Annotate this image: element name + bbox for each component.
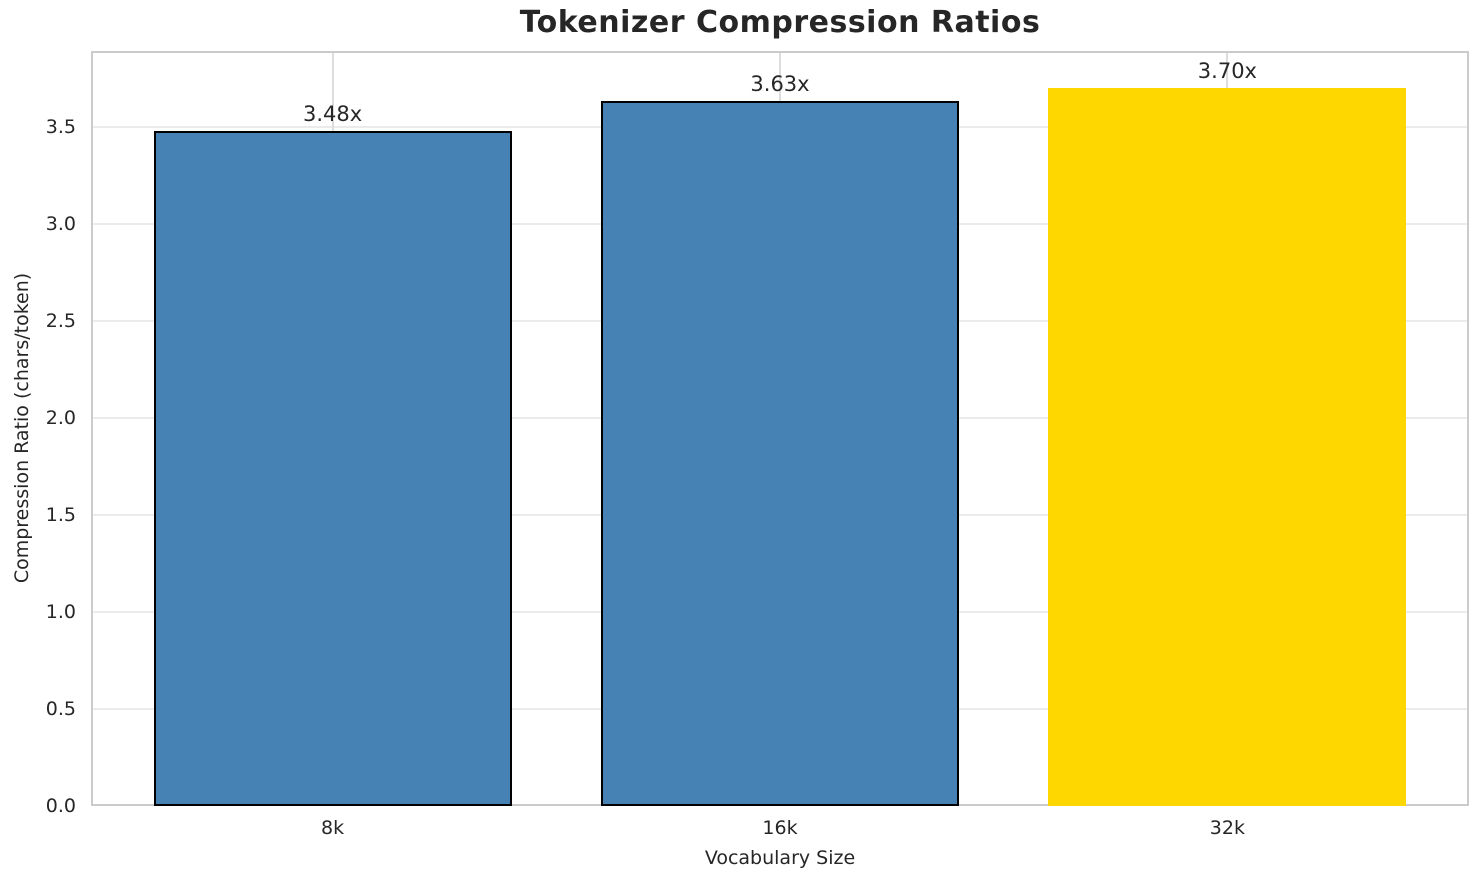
bar-8k — [153, 130, 512, 806]
y-tick-label: 0.0 — [45, 795, 76, 817]
x-axis-label: Vocabulary Size — [704, 847, 856, 869]
x-tick-label: 32k — [1209, 817, 1245, 839]
y-tick-label: 2.5 — [45, 309, 76, 332]
bar-value-label: 3.63x — [750, 72, 810, 97]
y-tick-label: 3.0 — [45, 212, 76, 235]
bar-32k — [1048, 87, 1407, 806]
bar-16k — [601, 101, 959, 806]
y-tick-label: 2.0 — [45, 406, 76, 429]
y-tick-label: 3.5 — [45, 115, 76, 138]
bar-value-label: 3.48x — [303, 101, 363, 126]
chart-title: Tokenizer Compression Ratios — [519, 5, 1041, 40]
y-axis-label: Compression Ratio (chars/token) — [11, 272, 33, 584]
y-tick-label: 0.5 — [45, 697, 76, 720]
x-tick-label: 16k — [762, 817, 798, 839]
y-tick-label: 1.0 — [45, 600, 76, 623]
x-tick-label: 8k — [321, 817, 345, 839]
y-tick-label: 1.5 — [45, 503, 76, 526]
bar-value-label: 3.70x — [1197, 58, 1257, 83]
